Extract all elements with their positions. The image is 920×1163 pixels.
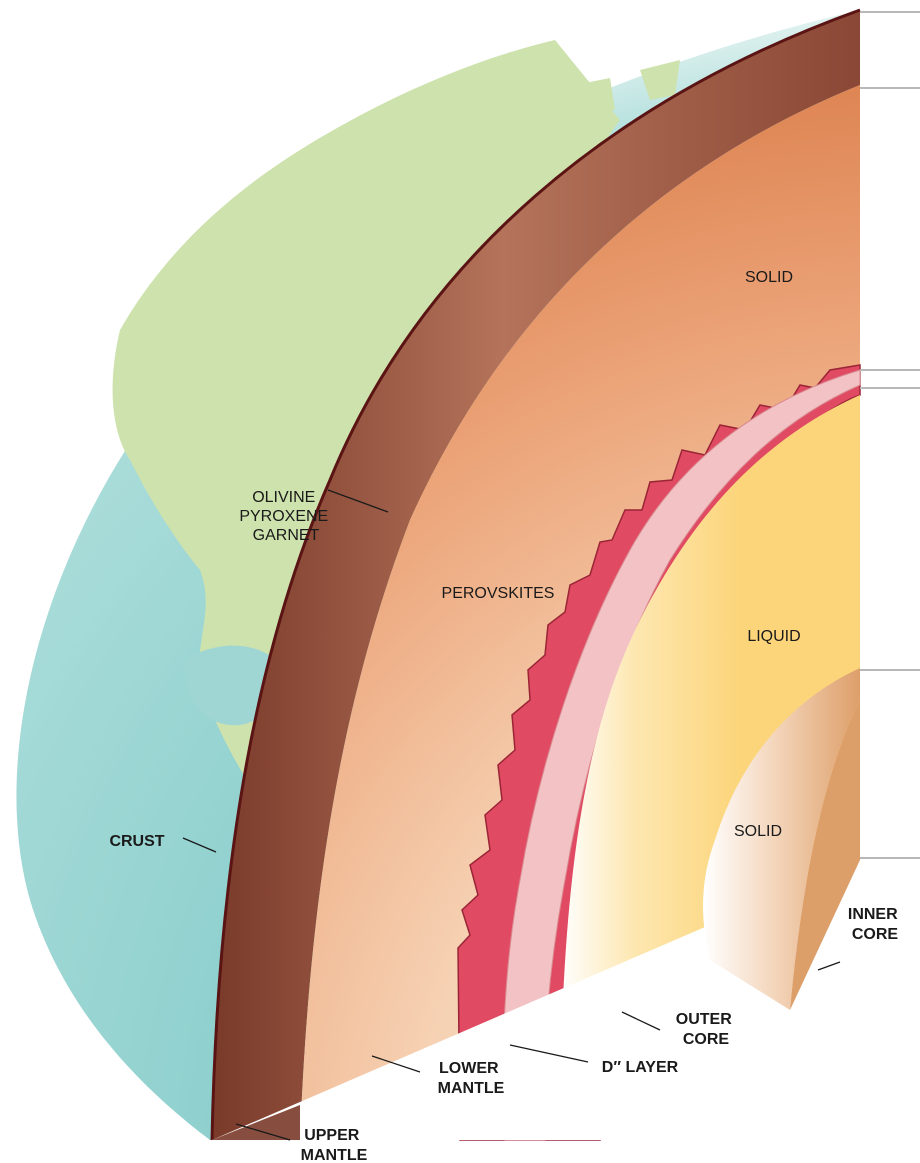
island-2 (575, 78, 615, 112)
svg-text:LOWER MANTLE: LOWER MANTLE (438, 1060, 505, 1097)
island-3 (640, 60, 680, 100)
label-olivine: OLIVINE (252, 489, 315, 506)
inner-core (703, 668, 860, 1010)
label-upper: UPPER (304, 1127, 360, 1144)
label-pyroxene: PYROXENE (239, 508, 328, 525)
leader-lines (182, 489, 841, 1141)
label-outer-core: CORE (683, 1031, 730, 1048)
inner-core-face (790, 700, 860, 1010)
label-inner-core: CORE (852, 926, 899, 943)
island-5 (455, 200, 475, 215)
label-upper-mantle: MANTLE (301, 1147, 368, 1163)
label-perovskites: PEROVSKITES (442, 585, 555, 602)
island-1 (520, 110, 550, 135)
label-inner-core-solid: SOLID (734, 823, 782, 840)
label-d-layer: D″ LAYER (602, 1059, 679, 1076)
label-lower-mantle-solid: SOLID (745, 269, 793, 286)
label-garnet: GARNET (253, 527, 320, 544)
label-lower-mantle: MANTLE (438, 1080, 505, 1097)
svg-text:OUTER CORE: OUTER CORE (676, 1011, 736, 1048)
label-lower: LOWER (439, 1060, 499, 1077)
upper-mantle (212, 10, 860, 1140)
label-outer: OUTER (676, 1011, 732, 1028)
wedge-base-face (212, 1105, 300, 1140)
crust (210, 8, 861, 1141)
svg-text:OLIVINE PYROXENE GARNE: OLIVINE PYROXENE GARNET (239, 489, 332, 544)
svg-text:UPPER MANTLE: UPPER MANTLE (301, 1127, 368, 1163)
label-crust: CRUST (109, 833, 164, 850)
label-inner: INNER (848, 906, 898, 923)
label-outer-core-liquid: LIQUID (747, 628, 800, 645)
depth-ticks (860, 11, 920, 859)
wedge-base (212, 860, 860, 1140)
svg-text:INNER CORE: INNER CORE (848, 906, 902, 943)
